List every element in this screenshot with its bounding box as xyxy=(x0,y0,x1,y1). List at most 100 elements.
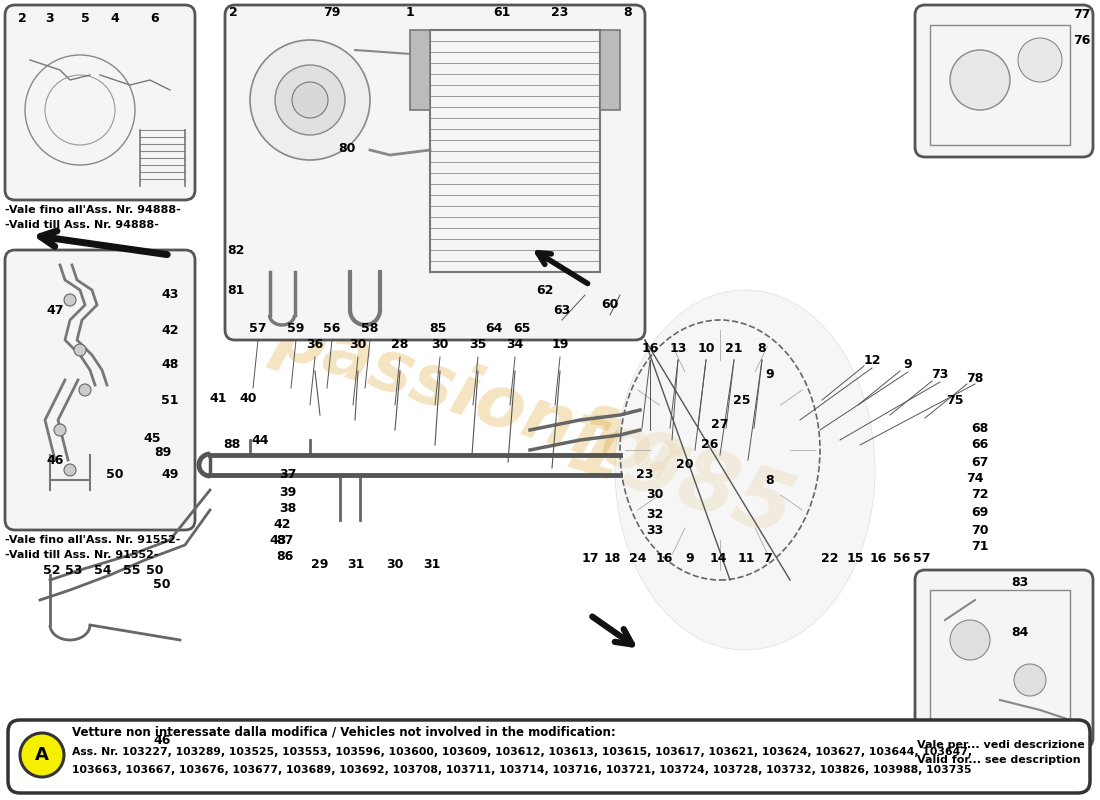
Text: 2: 2 xyxy=(229,6,238,18)
Text: 3: 3 xyxy=(46,11,54,25)
Text: 16: 16 xyxy=(641,342,659,354)
Circle shape xyxy=(54,424,66,436)
Circle shape xyxy=(64,294,76,306)
Text: 84: 84 xyxy=(1011,626,1028,638)
Text: 66: 66 xyxy=(971,438,989,451)
Text: 8: 8 xyxy=(624,6,632,18)
Text: 49: 49 xyxy=(162,469,178,482)
Text: -Valid till Ass. Nr. 94888-: -Valid till Ass. Nr. 94888- xyxy=(6,220,158,230)
Text: 67: 67 xyxy=(971,455,989,469)
Text: 51: 51 xyxy=(162,394,178,406)
Text: 89: 89 xyxy=(154,446,172,459)
Text: 42: 42 xyxy=(162,323,178,337)
Text: 56: 56 xyxy=(893,551,911,565)
Text: 50: 50 xyxy=(153,578,170,591)
Text: 63: 63 xyxy=(553,303,571,317)
Circle shape xyxy=(79,384,91,396)
Text: 8: 8 xyxy=(758,342,767,354)
Text: 10: 10 xyxy=(697,342,715,354)
Circle shape xyxy=(250,40,370,160)
Text: 64: 64 xyxy=(485,322,503,334)
Text: 2: 2 xyxy=(18,11,26,25)
Text: 88: 88 xyxy=(223,438,241,451)
Text: 78: 78 xyxy=(966,371,983,385)
Text: 32: 32 xyxy=(647,509,663,522)
Text: 30: 30 xyxy=(647,489,663,502)
FancyBboxPatch shape xyxy=(6,250,195,530)
Text: 30: 30 xyxy=(350,338,366,351)
Text: 30: 30 xyxy=(386,558,404,571)
Text: 77: 77 xyxy=(1074,7,1091,21)
Text: 69: 69 xyxy=(971,506,989,519)
Text: 26: 26 xyxy=(702,438,718,451)
Text: 83: 83 xyxy=(1011,577,1028,590)
FancyBboxPatch shape xyxy=(915,570,1093,748)
Text: 24: 24 xyxy=(629,551,647,565)
Text: 22: 22 xyxy=(822,551,838,565)
Text: 48: 48 xyxy=(162,358,178,371)
Circle shape xyxy=(1014,664,1046,696)
Circle shape xyxy=(74,344,86,356)
Text: 68: 68 xyxy=(971,422,989,434)
Text: 7: 7 xyxy=(763,551,772,565)
Text: 55: 55 xyxy=(123,563,141,577)
Text: 12: 12 xyxy=(864,354,881,366)
Text: 62: 62 xyxy=(537,283,553,297)
Text: 70: 70 xyxy=(971,523,989,537)
Text: -Vale fino all'Ass. Nr. 91552-: -Vale fino all'Ass. Nr. 91552- xyxy=(6,535,180,545)
Circle shape xyxy=(1018,38,1062,82)
Text: 45: 45 xyxy=(143,431,161,445)
Text: 41: 41 xyxy=(209,391,227,405)
Text: 86: 86 xyxy=(276,550,294,563)
Text: 21: 21 xyxy=(725,342,742,354)
Text: 71: 71 xyxy=(971,541,989,554)
Text: 13: 13 xyxy=(669,342,686,354)
Text: 9: 9 xyxy=(685,551,694,565)
Text: 17: 17 xyxy=(581,551,598,565)
Text: 9: 9 xyxy=(766,369,774,382)
FancyBboxPatch shape xyxy=(6,5,195,200)
Text: 29: 29 xyxy=(311,558,329,571)
Text: 87: 87 xyxy=(276,534,294,546)
Text: -Vale fino all'Ass. Nr. 94888-: -Vale fino all'Ass. Nr. 94888- xyxy=(6,205,180,215)
Text: 15: 15 xyxy=(846,551,864,565)
Text: 52: 52 xyxy=(43,563,60,577)
Text: 43: 43 xyxy=(270,534,287,546)
Text: passionfor: passionfor xyxy=(265,301,694,499)
FancyBboxPatch shape xyxy=(8,720,1090,793)
Text: 16: 16 xyxy=(656,551,673,565)
Text: 73: 73 xyxy=(932,369,948,382)
Text: 20: 20 xyxy=(676,458,694,471)
Text: 82: 82 xyxy=(228,243,244,257)
Text: 72: 72 xyxy=(971,489,989,502)
Text: 54: 54 xyxy=(95,563,112,577)
Text: 38: 38 xyxy=(279,502,297,514)
Text: 85: 85 xyxy=(429,322,447,334)
Text: 40: 40 xyxy=(240,391,256,405)
Text: 18: 18 xyxy=(603,551,620,565)
Text: 4: 4 xyxy=(111,11,120,25)
Text: A: A xyxy=(35,746,48,764)
Bar xyxy=(410,30,430,110)
FancyBboxPatch shape xyxy=(226,5,645,340)
Bar xyxy=(930,590,1070,730)
Text: 74: 74 xyxy=(966,471,983,485)
Text: 19: 19 xyxy=(551,338,569,351)
Text: 50: 50 xyxy=(107,469,123,482)
Text: 14: 14 xyxy=(710,551,727,565)
Text: -Valid till Ass. Nr. 91552-: -Valid till Ass. Nr. 91552- xyxy=(6,550,158,560)
Text: 46: 46 xyxy=(153,734,170,746)
Text: 5: 5 xyxy=(80,11,89,25)
Text: 39: 39 xyxy=(279,486,297,498)
Circle shape xyxy=(20,733,64,777)
Text: 9: 9 xyxy=(904,358,912,371)
Circle shape xyxy=(292,82,328,118)
Text: 46: 46 xyxy=(46,454,64,466)
Text: 47: 47 xyxy=(46,303,64,317)
Text: 61: 61 xyxy=(493,6,510,18)
Text: 23: 23 xyxy=(551,6,569,18)
Text: 30: 30 xyxy=(431,338,449,351)
Text: 23: 23 xyxy=(636,469,653,482)
Text: 8: 8 xyxy=(766,474,774,486)
Text: 43: 43 xyxy=(162,289,178,302)
